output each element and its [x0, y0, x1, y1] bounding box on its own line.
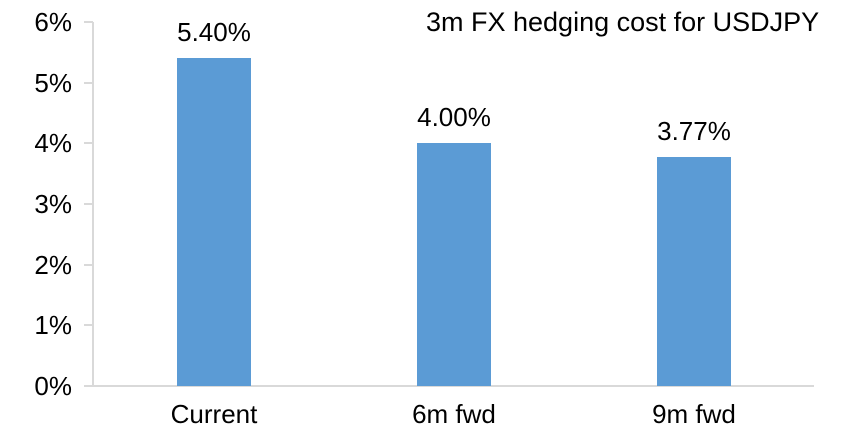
x-axis-line [92, 385, 814, 387]
y-tick-mark [84, 263, 93, 266]
x-tick-label: Current [170, 399, 258, 429]
y-tick-mark [84, 385, 93, 387]
y-tick-label: 3% [34, 189, 72, 219]
bar-9m-fwd [657, 157, 731, 386]
y-tick-mark [84, 203, 93, 205]
y-tick-label: 6% [34, 7, 72, 37]
y-tick-label: 5% [34, 67, 72, 98]
y-tick-label: 2% [34, 249, 72, 280]
bar-current [177, 58, 251, 386]
y-tick-mark [84, 142, 93, 145]
x-tick-label: 6m fwd [412, 399, 496, 429]
bar-value-label: 4.00% [417, 102, 491, 133]
y-tick-mark [84, 324, 93, 327]
y-tick-mark [84, 21, 93, 23]
y-axis-line [92, 22, 94, 387]
y-tick-mark [84, 81, 93, 84]
chart-title: 3m FX hedging cost for USDJPY [426, 7, 820, 37]
x-tick-label: 9m fwd [652, 399, 736, 429]
y-tick-label: 4% [34, 128, 72, 159]
y-tick-label: 0% [34, 371, 72, 401]
bar-value-label: 3.77% [657, 116, 731, 147]
bar-value-label: 5.40% [177, 17, 251, 48]
bar-6m-fwd [417, 143, 491, 386]
y-tick-label: 1% [34, 310, 72, 341]
